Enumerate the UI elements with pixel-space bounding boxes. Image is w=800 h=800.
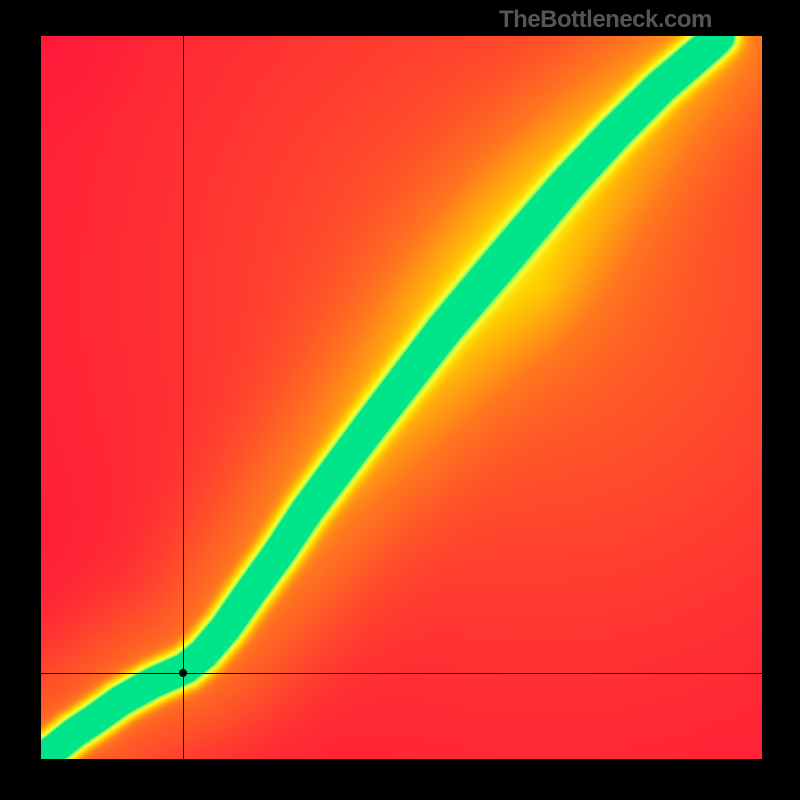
plot-area bbox=[41, 36, 762, 759]
crosshair-vertical bbox=[183, 36, 184, 759]
bottleneck-heatmap bbox=[41, 36, 762, 759]
data-point-marker bbox=[179, 669, 187, 677]
crosshair-horizontal bbox=[41, 673, 762, 674]
watermark-text: TheBottleneck.com bbox=[499, 6, 712, 34]
